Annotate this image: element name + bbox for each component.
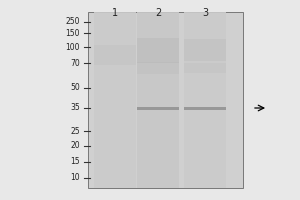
- Text: 2: 2: [155, 8, 161, 18]
- Bar: [94, 12, 136, 188]
- Text: 10: 10: [70, 173, 80, 182]
- Bar: [137, 38, 179, 62]
- Text: 20: 20: [70, 142, 80, 150]
- Text: 50: 50: [70, 84, 80, 92]
- Text: 250: 250: [65, 18, 80, 26]
- Text: 70: 70: [70, 58, 80, 68]
- Text: 35: 35: [70, 104, 80, 112]
- Bar: [184, 106, 226, 110]
- Text: 25: 25: [70, 127, 80, 136]
- Bar: [137, 106, 179, 110]
- Bar: [137, 62, 179, 74]
- Text: 3: 3: [202, 8, 208, 18]
- Bar: [184, 39, 226, 61]
- Bar: [184, 63, 226, 73]
- Text: 1: 1: [112, 8, 118, 18]
- Text: 150: 150: [65, 28, 80, 38]
- Bar: [94, 45, 136, 65]
- Text: 15: 15: [70, 158, 80, 166]
- Bar: [88, 12, 243, 188]
- Bar: [184, 12, 226, 188]
- Text: 100: 100: [65, 43, 80, 51]
- Bar: [137, 12, 179, 188]
